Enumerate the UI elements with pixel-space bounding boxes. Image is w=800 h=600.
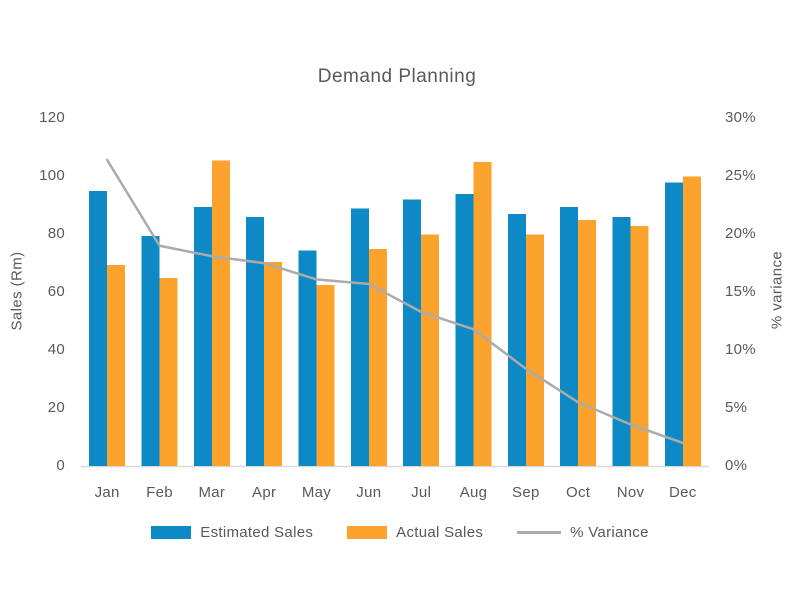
chart-legend: Estimated Sales Actual Sales % Variance bbox=[0, 524, 800, 541]
x-axis-label-Jun: Jun bbox=[356, 484, 381, 501]
left-axis-tick-100: 100 bbox=[39, 167, 65, 184]
bar-actual-sales-mar bbox=[211, 160, 230, 466]
x-axis-label-May: May bbox=[302, 484, 331, 501]
right-axis-tick-5%: 5% bbox=[725, 399, 747, 416]
legend-item-actual-sales: Actual Sales bbox=[347, 524, 483, 541]
bar-actual-sales-jun bbox=[368, 248, 387, 466]
legend-label-actual-sales: Actual Sales bbox=[396, 524, 484, 541]
left-axis-tick-20: 20 bbox=[48, 399, 65, 416]
x-axis-label-Nov: Nov bbox=[617, 484, 645, 501]
left-axis-tick-80: 80 bbox=[48, 225, 65, 242]
bar-actual-sales-sep bbox=[525, 234, 544, 466]
right-axis-tick-15%: 15% bbox=[725, 283, 756, 300]
x-axis-label-Mar: Mar bbox=[198, 484, 225, 501]
bar-estimated-sales-oct bbox=[560, 206, 579, 466]
bar-estimated-sales-dec bbox=[664, 182, 683, 466]
bar-actual-sales-dec bbox=[682, 176, 701, 466]
x-axis-label-Sep: Sep bbox=[512, 484, 540, 501]
right-axis-tick-10%: 10% bbox=[725, 341, 756, 358]
right-axis-tick-20%: 20% bbox=[725, 225, 756, 242]
right-axis-tick-0%: 0% bbox=[725, 457, 747, 474]
bar-estimated-sales-apr bbox=[246, 217, 265, 466]
x-axis-label-Feb: Feb bbox=[146, 484, 173, 501]
bar-actual-sales-may bbox=[316, 285, 335, 466]
bar-actual-sales-feb bbox=[159, 277, 178, 466]
bar-estimated-sales-jul bbox=[403, 199, 422, 466]
legend-label-estimated-sales: Estimated Sales bbox=[200, 524, 314, 541]
bar-estimated-sales-mar bbox=[193, 206, 212, 466]
x-axis-label-Apr: Apr bbox=[252, 484, 276, 501]
legend-label--variance: % Variance bbox=[570, 524, 649, 541]
x-axis-label-Oct: Oct bbox=[566, 484, 591, 501]
legend-swatch-actual-sales bbox=[347, 526, 388, 539]
legend-item-estimated-sales: Estimated Sales bbox=[151, 524, 313, 541]
bar-estimated-sales-jan bbox=[89, 190, 108, 466]
bar-estimated-sales-may bbox=[298, 250, 317, 466]
bar-actual-sales-oct bbox=[578, 219, 597, 466]
bar-actual-sales-jul bbox=[421, 234, 440, 466]
bar-actual-sales-apr bbox=[264, 262, 283, 466]
bar-actual-sales-nov bbox=[630, 225, 649, 466]
x-axis-label-Jan: Jan bbox=[95, 484, 120, 501]
bar-estimated-sales-feb bbox=[141, 235, 160, 466]
right-axis-tick-25%: 25% bbox=[725, 167, 756, 184]
bar-actual-sales-jan bbox=[107, 264, 126, 466]
left-axis-tick-60: 60 bbox=[48, 283, 65, 300]
legend-item--variance: % Variance bbox=[517, 524, 649, 541]
bar-estimated-sales-aug bbox=[455, 193, 474, 466]
bar-estimated-sales-jun bbox=[350, 208, 369, 466]
x-axis-label-Dec: Dec bbox=[669, 484, 697, 501]
x-axis-label-Aug: Aug bbox=[460, 484, 488, 501]
right-axis-tick-30%: 30% bbox=[725, 109, 756, 126]
chart-title: Demand Planning bbox=[317, 66, 477, 87]
left-axis-tick-120: 120 bbox=[39, 109, 65, 126]
bar-actual-sales-aug bbox=[473, 161, 492, 466]
left-axis-tick-40: 40 bbox=[48, 341, 65, 358]
variance-line bbox=[105, 158, 685, 445]
bar-estimated-sales-nov bbox=[612, 217, 631, 466]
left-axis-tick-0: 0 bbox=[56, 457, 65, 474]
legend-swatch--variance bbox=[517, 531, 562, 534]
bar-estimated-sales-sep bbox=[507, 214, 526, 466]
x-axis-label-Jul: Jul bbox=[411, 484, 431, 501]
legend-swatch-estimated-sales bbox=[151, 526, 192, 539]
